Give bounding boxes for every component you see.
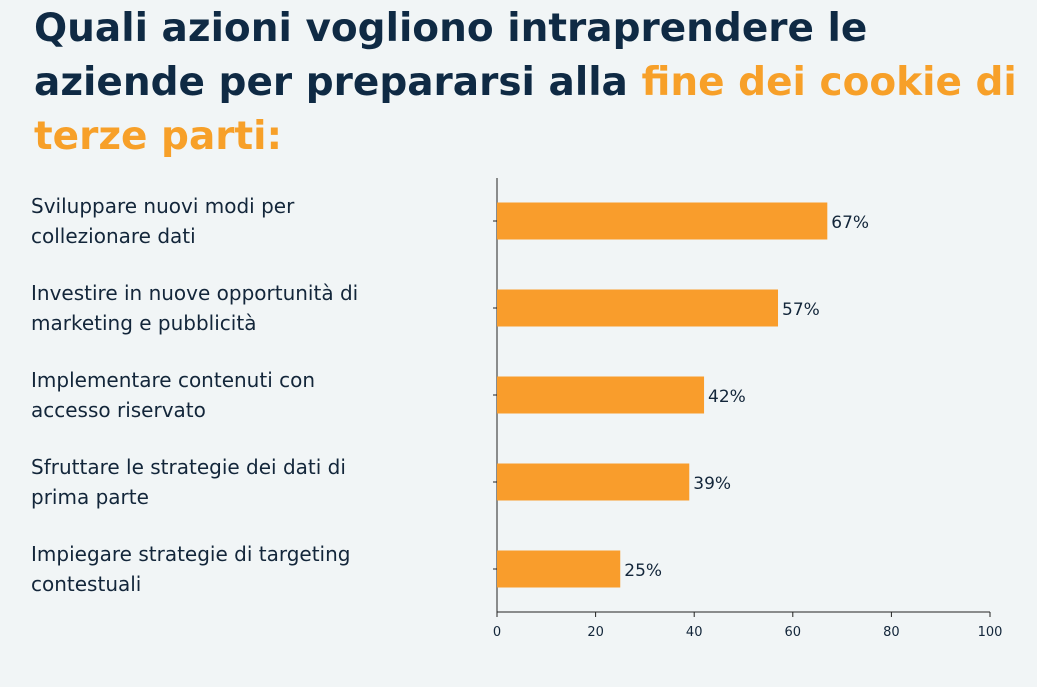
x-tick-label: 40 xyxy=(686,625,703,640)
bar xyxy=(497,550,621,588)
title-highlight: fine dei cookie di terze parti: xyxy=(34,60,1017,159)
x-tick-label: 80 xyxy=(883,625,900,640)
x-tick-label: 100 xyxy=(978,625,1003,640)
category-label-line: accesso riservato xyxy=(31,398,206,422)
bar-value-label: 39% xyxy=(693,474,731,494)
category-label: Sfruttare le strategie dei dati di prima … xyxy=(31,452,471,512)
category-label: Impiegare strategie di targeting contestu… xyxy=(31,539,471,599)
category-label-line: marketing e pubblicità xyxy=(31,311,257,335)
bar xyxy=(497,202,828,240)
category-label: Sviluppare nuovi modi per collezionare da… xyxy=(31,191,471,251)
bar-value-label: 42% xyxy=(708,387,746,407)
category-label: Implementare contenuti con accesso riserv… xyxy=(31,365,471,425)
category-label-line: Sfruttare le strategie dei dati di xyxy=(31,455,346,479)
bar xyxy=(497,289,779,327)
title-main: Quali azioni vogliono intraprendere le a… xyxy=(34,6,868,105)
category-label-line: Impiegare strategie di targeting xyxy=(31,542,351,566)
category-label-line: Investire in nuove opportunità di xyxy=(31,281,359,305)
category-label-line: contestuali xyxy=(31,572,142,596)
category-label-line: collezionare dati xyxy=(31,224,196,248)
chart-title: Quali azioni vogliono intraprendere le a… xyxy=(34,2,1024,164)
bar-value-label: 57% xyxy=(782,300,820,320)
x-tick-label: 20 xyxy=(587,625,604,640)
category-label-line: Sviluppare nuovi modi per xyxy=(31,194,295,218)
category-label-line: Implementare contenuti con xyxy=(31,368,316,392)
x-tick-label: 60 xyxy=(785,625,802,640)
category-label: Investire in nuove opportunità di marketi… xyxy=(31,278,471,338)
category-label-line: prima parte xyxy=(31,485,149,509)
bar-value-label: 25% xyxy=(624,561,662,581)
x-tick-label: 0 xyxy=(493,625,501,640)
bar xyxy=(497,376,705,414)
bar-value-label: 67% xyxy=(831,213,869,233)
bar xyxy=(497,463,690,501)
